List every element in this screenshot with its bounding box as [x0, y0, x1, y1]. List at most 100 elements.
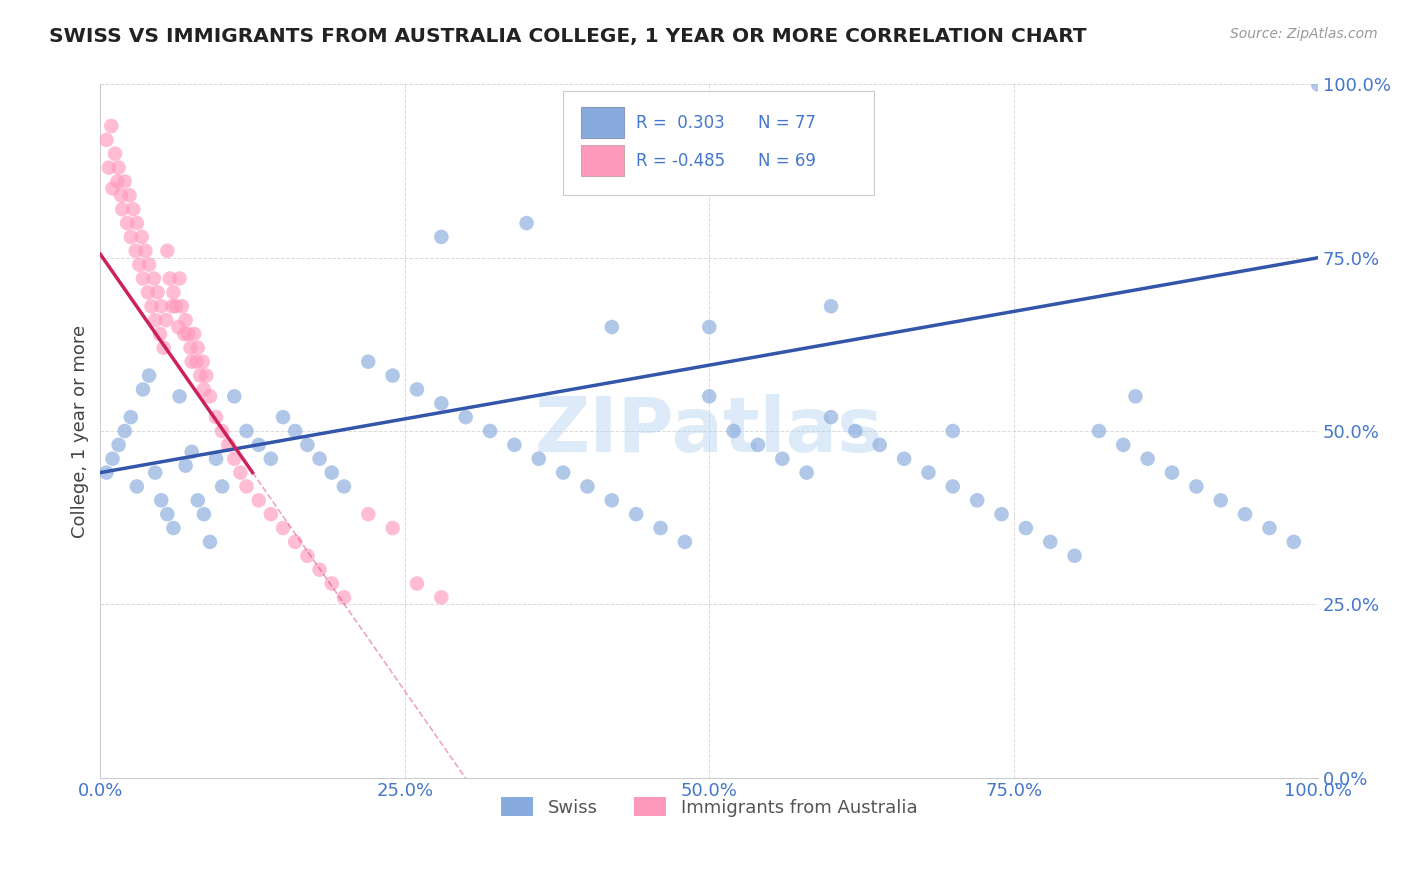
Point	[844, 424, 866, 438]
Point	[193, 383, 215, 397]
Point	[149, 326, 172, 341]
Point	[167, 320, 190, 334]
Text: ZIPatlas: ZIPatlas	[534, 394, 883, 468]
Point	[600, 493, 623, 508]
Point	[142, 271, 165, 285]
Point	[159, 271, 181, 285]
Point	[235, 424, 257, 438]
Point	[138, 258, 160, 272]
Point	[479, 424, 502, 438]
Point	[101, 451, 124, 466]
Point	[1015, 521, 1038, 535]
Point	[101, 181, 124, 195]
Point	[170, 299, 193, 313]
Point	[191, 354, 214, 368]
Point	[247, 438, 270, 452]
Point	[125, 479, 148, 493]
Point	[747, 438, 769, 452]
Point	[114, 174, 136, 188]
Point	[187, 341, 209, 355]
Point	[205, 451, 228, 466]
Point	[162, 521, 184, 535]
Point	[260, 507, 283, 521]
Point	[124, 244, 146, 258]
Point	[723, 424, 745, 438]
Point	[673, 535, 696, 549]
Point	[1063, 549, 1085, 563]
Point	[260, 451, 283, 466]
Point	[186, 354, 208, 368]
Point	[796, 466, 818, 480]
Point	[138, 368, 160, 383]
Point	[193, 507, 215, 521]
Point	[820, 410, 842, 425]
Point	[224, 389, 246, 403]
FancyBboxPatch shape	[581, 145, 624, 177]
Text: R =  0.303: R = 0.303	[636, 113, 725, 131]
Point	[1209, 493, 1232, 508]
Point	[205, 410, 228, 425]
Point	[454, 410, 477, 425]
Point	[107, 438, 129, 452]
Point	[96, 466, 118, 480]
Point	[115, 216, 138, 230]
Point	[107, 161, 129, 175]
Point	[150, 299, 173, 313]
Point	[104, 146, 127, 161]
Point	[516, 216, 538, 230]
Point	[333, 591, 356, 605]
Point	[224, 451, 246, 466]
Point	[179, 341, 201, 355]
Text: N = 77: N = 77	[758, 113, 815, 131]
Point	[162, 285, 184, 300]
Point	[169, 271, 191, 285]
Point	[381, 521, 404, 535]
Point	[1039, 535, 1062, 549]
Point	[1161, 466, 1184, 480]
Text: Source: ZipAtlas.com: Source: ZipAtlas.com	[1230, 27, 1378, 41]
Point	[156, 507, 179, 521]
Point	[134, 244, 156, 258]
Point	[430, 396, 453, 410]
Point	[198, 535, 221, 549]
Point	[284, 424, 307, 438]
Point	[174, 313, 197, 327]
Point	[143, 313, 166, 327]
Point	[1088, 424, 1111, 438]
Point	[132, 271, 155, 285]
Point	[177, 326, 200, 341]
Text: R = -0.485: R = -0.485	[636, 152, 725, 169]
Point	[406, 576, 429, 591]
Point	[893, 451, 915, 466]
Point	[183, 326, 205, 341]
FancyBboxPatch shape	[581, 107, 624, 138]
Point	[966, 493, 988, 508]
Point	[155, 313, 177, 327]
Point	[105, 174, 128, 188]
Point	[1125, 389, 1147, 403]
Point	[136, 285, 159, 300]
Point	[333, 479, 356, 493]
Point	[110, 188, 132, 202]
Point	[173, 326, 195, 341]
Point	[1258, 521, 1281, 535]
Point	[174, 458, 197, 473]
Legend: Swiss, Immigrants from Australia: Swiss, Immigrants from Australia	[494, 790, 925, 824]
Point	[195, 368, 218, 383]
Point	[156, 244, 179, 258]
Point	[132, 383, 155, 397]
Point	[229, 466, 252, 480]
Point	[284, 535, 307, 549]
Point	[321, 576, 343, 591]
Point	[1308, 78, 1330, 92]
Point	[169, 389, 191, 403]
Point	[271, 521, 294, 535]
Point	[165, 299, 187, 313]
Point	[942, 479, 965, 493]
Point	[146, 285, 169, 300]
Point	[118, 188, 141, 202]
FancyBboxPatch shape	[564, 91, 873, 195]
Point	[131, 230, 153, 244]
Point	[308, 563, 330, 577]
Point	[297, 438, 319, 452]
